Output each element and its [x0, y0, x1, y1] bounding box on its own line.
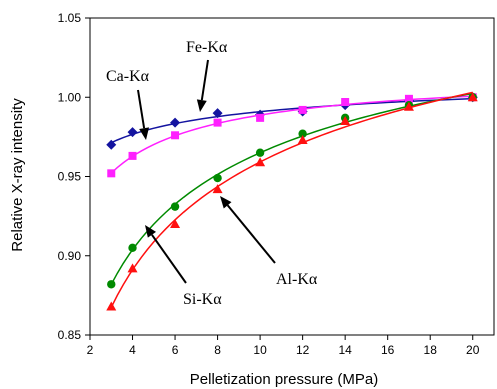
- annotation-arrow-fe: [196, 59, 209, 112]
- x-axis: 2 4 6 8 10 12 14 16 18 20: [87, 335, 480, 357]
- point-fe: [106, 139, 117, 150]
- x-tick-label: 8: [214, 343, 221, 357]
- series-line-ca: [110, 95, 473, 174]
- x-tick-label: 4: [129, 343, 136, 357]
- x-tick-label: 2: [87, 343, 94, 357]
- y-axis: 0.85 0.90 0.95 1.00 1.05: [58, 11, 90, 342]
- point-ca: [107, 169, 116, 178]
- y-tick-label: 1.00: [58, 90, 82, 104]
- x-tick-label: 10: [253, 343, 267, 357]
- series-ca: [107, 93, 477, 178]
- point-si: [213, 173, 222, 183]
- point-ca: [213, 118, 222, 127]
- x-tick-label: 16: [381, 343, 395, 357]
- y-tick-label: 1.05: [58, 11, 82, 25]
- annotation-arrow-fe-head: [196, 99, 207, 112]
- annotation-label-al: Al-Kα: [276, 271, 318, 288]
- series-line-al: [110, 91, 473, 308]
- point-fe: [170, 117, 181, 128]
- point-si: [298, 129, 307, 138]
- annotation-label-ca: Ca-Kα: [106, 68, 150, 85]
- point-ca: [128, 151, 137, 160]
- point-al: [170, 219, 181, 229]
- annotation-arrow-al-shaft: [226, 204, 276, 264]
- annotation-arrow-si-head: [145, 225, 157, 238]
- series-al: [106, 91, 478, 311]
- point-al: [106, 301, 117, 311]
- point-fe: [127, 127, 138, 138]
- y-axis-title: Relative X-ray intensity: [9, 98, 26, 252]
- annotation-layer: Fe-Kα Ca-Kα Si-Kα Al-Kα: [106, 39, 318, 308]
- x-tick-label: 6: [172, 343, 179, 357]
- annotation-arrow-si: [145, 225, 187, 284]
- point-ca: [341, 98, 350, 107]
- point-al: [212, 184, 223, 194]
- x-tick-label: 18: [424, 343, 438, 357]
- annotation-arrow-si-shaft: [151, 234, 187, 284]
- x-tick-label: 14: [338, 343, 352, 357]
- point-ca: [256, 113, 265, 122]
- series-line-si: [110, 92, 473, 285]
- point-ca: [171, 131, 180, 140]
- point-si: [170, 202, 180, 211]
- point-ca: [298, 105, 307, 114]
- point-al: [340, 116, 351, 126]
- point-al: [467, 92, 478, 102]
- annotation-arrow-fe-shaft: [200, 59, 209, 101]
- annotation-arrow-al: [220, 196, 276, 264]
- point-ca: [404, 94, 413, 103]
- point-al: [297, 135, 308, 145]
- y-tick-label: 0.85: [58, 328, 82, 342]
- x-tick-label: 20: [466, 343, 480, 357]
- annotation-arrow-ca-shaft: [137, 89, 146, 129]
- x-tick-label: 12: [296, 343, 310, 357]
- x-axis-title: Pelletization pressure (MPa): [190, 371, 378, 388]
- y-tick-label: 0.95: [58, 170, 82, 184]
- point-fe: [212, 108, 223, 119]
- series-si: [107, 92, 477, 289]
- annotation-arrow-ca-head: [139, 127, 150, 140]
- series-layer: [106, 91, 478, 311]
- point-si: [255, 148, 265, 157]
- point-si: [107, 280, 116, 289]
- point-si: [128, 243, 137, 253]
- point-al: [127, 263, 138, 273]
- annotation-arrow-al-head: [220, 196, 232, 209]
- point-al: [255, 157, 266, 167]
- y-tick-label: 0.90: [58, 249, 82, 263]
- annotation-label-fe: Fe-Kα: [186, 39, 228, 56]
- annotation-arrow-ca: [137, 89, 150, 140]
- annotation-label-si: Si-Kα: [183, 291, 222, 308]
- point-al: [403, 101, 414, 111]
